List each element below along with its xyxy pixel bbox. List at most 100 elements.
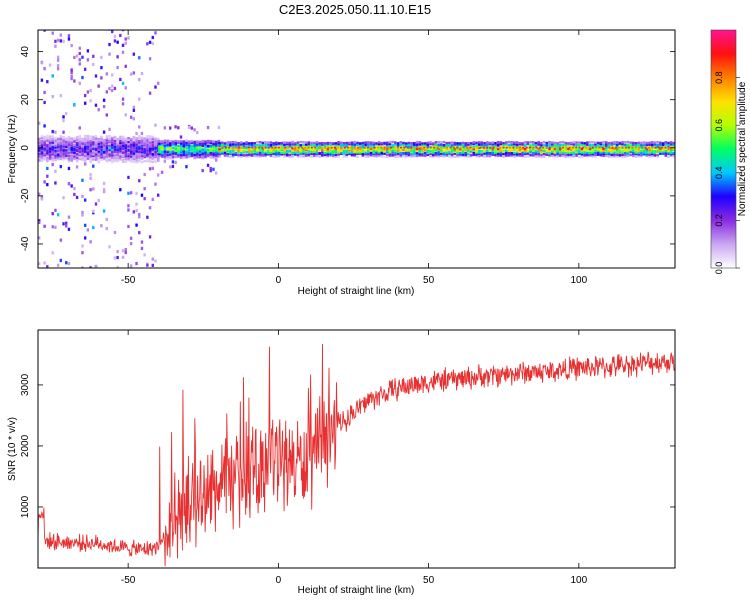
heatmap-cell — [73, 147, 76, 150]
heatmap-cell — [138, 215, 141, 219]
heatmap-cell — [43, 156, 47, 160]
heatmap-cell — [169, 144, 172, 147]
heatmap-cell — [250, 143, 254, 147]
heatmap-cell — [456, 143, 459, 146]
heatmap-cell — [388, 142, 392, 146]
heatmap-cell — [81, 178, 84, 182]
heatmap-cell — [156, 193, 160, 197]
heatmap-cell — [148, 149, 152, 152]
heatmap-cell — [559, 148, 562, 151]
heatmap-cell — [409, 146, 412, 149]
heatmap-cell — [94, 140, 98, 143]
heatmap-cell — [331, 153, 335, 156]
heatmap-cell — [577, 149, 581, 152]
heatmap-cell — [479, 146, 482, 149]
heatmap-cell — [588, 148, 592, 152]
heatmap-cell — [92, 137, 95, 140]
heatmap-cell — [156, 159, 160, 163]
heatmap-cell — [48, 145, 52, 148]
heatmap-cell — [102, 209, 106, 213]
heatmap-cell — [299, 152, 303, 155]
heatmap-cell — [169, 148, 172, 151]
heatmap-cell — [160, 153, 164, 157]
heatmap-cell — [542, 146, 545, 149]
heatmap-cell — [667, 146, 670, 149]
heatmap-cell — [70, 152, 74, 156]
heatmap-cell — [89, 141, 92, 144]
heatmap-cell — [375, 145, 378, 149]
heatmap-cell — [333, 146, 336, 149]
heatmap-cell — [127, 146, 130, 149]
heatmap-cell — [89, 160, 92, 164]
heatmap-cells — [38, 30, 675, 268]
heatmap-cell — [388, 145, 392, 149]
heatmap-cell — [329, 151, 332, 154]
heatmap-cell — [334, 142, 338, 145]
heatmap-cell — [231, 143, 235, 146]
heatmap-cell — [73, 79, 76, 83]
heatmap-cell — [65, 157, 68, 160]
heatmap-cell — [350, 141, 354, 144]
heatmap-cell — [59, 154, 63, 158]
heatmap-cell — [40, 154, 44, 157]
heatmap-cell — [445, 152, 449, 156]
heatmap-cell — [179, 144, 183, 147]
heatmap-cell — [78, 142, 82, 146]
heatmap-cell — [46, 152, 49, 155]
heatmap-cell — [275, 155, 278, 158]
heatmap-cell — [312, 144, 316, 147]
heatmap-cell — [92, 140, 95, 144]
heatmap-cell — [256, 151, 259, 154]
heatmap-cell — [548, 140, 551, 144]
heatmap-cell — [661, 150, 665, 153]
heatmap-cell — [83, 148, 87, 152]
heatmap-cell — [523, 141, 527, 144]
heatmap-cell — [659, 144, 662, 148]
heatmap-cell — [102, 150, 106, 154]
heatmap-cell — [464, 142, 467, 145]
heatmap-cell — [317, 146, 320, 149]
heatmap-cell — [185, 149, 188, 152]
heatmap-cell — [318, 148, 321, 151]
heatmap-cell — [377, 141, 381, 144]
heatmap-cell — [391, 140, 394, 144]
heatmap-cell — [56, 64, 60, 68]
heatmap-cell — [526, 152, 530, 155]
heatmap-cell — [154, 146, 157, 149]
heatmap-cell — [337, 146, 340, 149]
heatmap-cell — [434, 141, 438, 144]
heatmap-cell — [237, 154, 240, 158]
heatmap-cell — [70, 157, 74, 160]
heatmap-cell — [151, 144, 155, 148]
heatmap-cell — [448, 143, 451, 147]
heatmap-cell — [78, 137, 82, 140]
heatmap-cell — [245, 148, 248, 152]
heatmap-cell — [258, 147, 262, 151]
heatmap-cell — [67, 261, 71, 266]
heatmap-cell — [148, 154, 152, 158]
heatmap-cell — [204, 152, 207, 156]
heatmap-cell — [634, 143, 638, 146]
heatmap-cell — [132, 157, 136, 160]
heatmap-cell — [437, 147, 440, 151]
heatmap-cell — [201, 153, 205, 156]
heatmap-cell — [59, 150, 63, 154]
heatmap-cell — [198, 145, 202, 148]
heatmap-cell — [448, 141, 451, 145]
heatmap-cell — [588, 143, 592, 147]
heatmap-cell — [113, 156, 117, 160]
heatmap-cell — [615, 143, 619, 147]
heatmap-cell — [358, 149, 362, 153]
heatmap-cell — [472, 142, 476, 146]
heatmap-cell — [350, 146, 353, 149]
heatmap-cell — [51, 152, 55, 156]
heatmap-cell — [65, 140, 68, 144]
heatmap-cell — [138, 155, 141, 158]
heatmap-cell — [407, 151, 411, 154]
heatmap-cell — [111, 141, 114, 144]
heatmap-cell — [623, 153, 627, 157]
heatmap-cell — [304, 154, 308, 158]
heatmap-cell — [248, 146, 251, 149]
heatmap-cell — [553, 150, 557, 154]
heatmap-cell — [102, 187, 106, 192]
